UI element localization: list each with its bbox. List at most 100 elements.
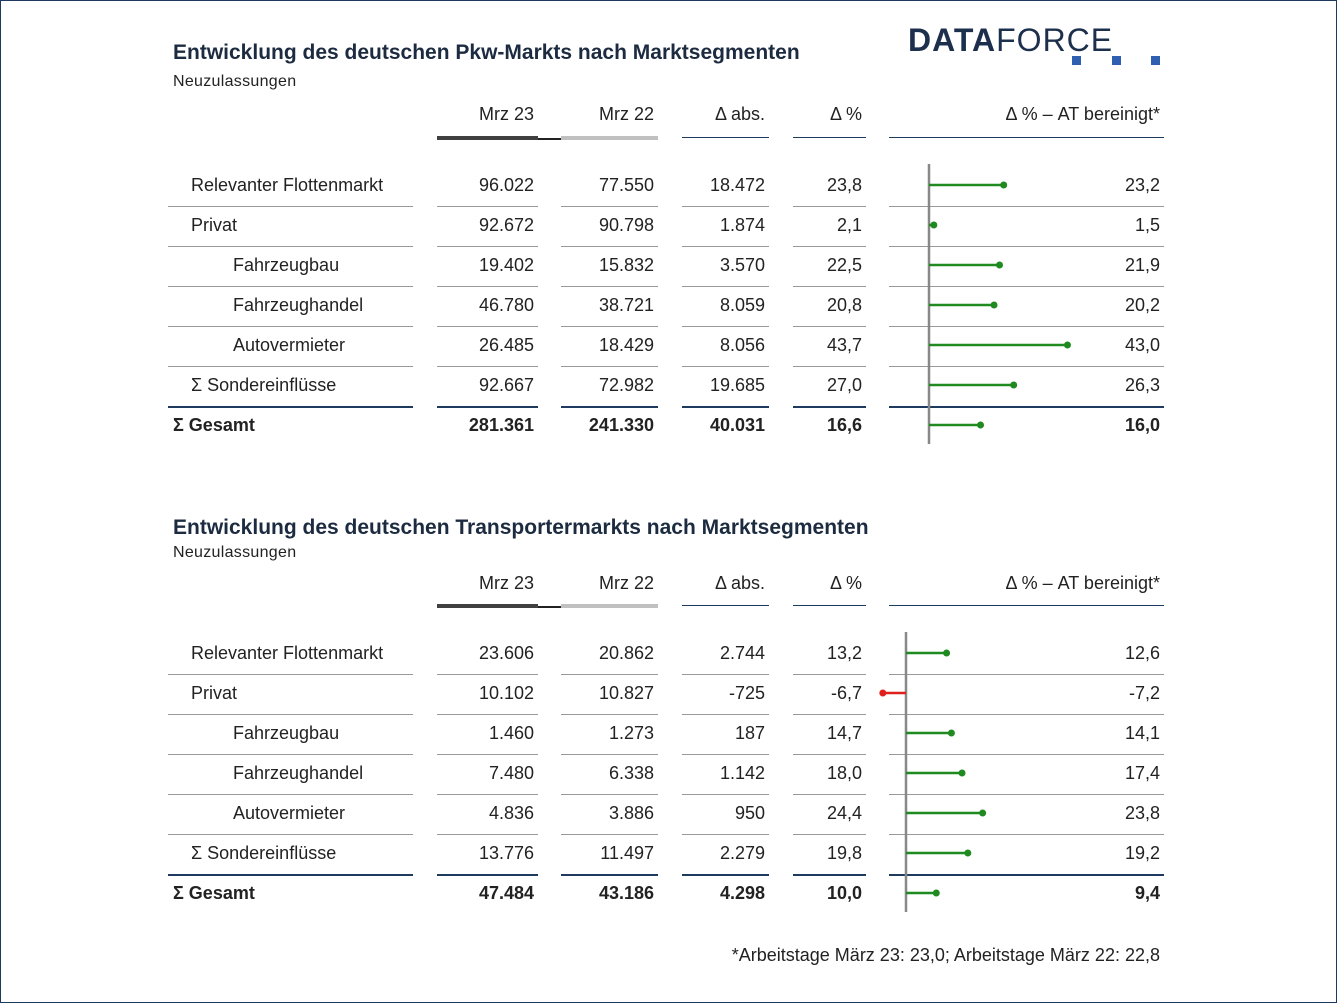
cell-abs: 1.874 — [719, 215, 765, 235]
header-bar-mrz22 — [561, 136, 658, 140]
cell-abs: 1.142 — [719, 763, 765, 783]
logo-square-1 — [1072, 56, 1081, 65]
cell-at: 17,4 — [1124, 763, 1160, 783]
cell-pct: -6,7 — [830, 683, 862, 703]
cell-abs: 2.744 — [719, 643, 765, 663]
column-header-pct: Δ % — [829, 573, 862, 593]
row-label: Σ Gesamt — [173, 415, 255, 435]
row-separator — [889, 674, 1164, 675]
row-separator — [437, 874, 538, 876]
row-label: Fahrzeugbau — [233, 723, 340, 743]
cell-mrz22: 38.721 — [598, 295, 654, 315]
row-separator — [561, 366, 658, 367]
cell-at: 12,6 — [1124, 643, 1160, 663]
cell-mrz22: 6.338 — [608, 763, 654, 783]
row-separator — [437, 366, 538, 367]
row-separator — [793, 206, 866, 207]
cell-pct: 14,7 — [826, 723, 862, 743]
cell-mrz23: 26.485 — [478, 335, 534, 355]
cell-at: 16,0 — [1124, 415, 1160, 435]
cell-mrz22: 241.330 — [588, 415, 654, 435]
cell-mrz23: 13.776 — [478, 843, 534, 863]
row-separator — [561, 406, 658, 408]
row-separator — [168, 834, 413, 835]
row-separator — [437, 206, 538, 207]
cell-at: 43,0 — [1124, 335, 1160, 355]
cell-mrz23: 4.836 — [488, 803, 534, 823]
table-subtitle: Neuzulassungen — [173, 73, 297, 90]
row-separator — [168, 754, 413, 755]
cell-at: 14,1 — [1124, 723, 1160, 743]
column-header-mrz22: Mrz 22 — [598, 573, 654, 593]
row-label: Fahrzeugbau — [233, 255, 340, 275]
header-bar-mrz23 — [437, 604, 538, 608]
cell-abs: 8.059 — [719, 295, 765, 315]
cell-abs: 950 — [734, 803, 765, 823]
cell-abs: 3.570 — [719, 255, 765, 275]
row-separator — [682, 206, 769, 207]
row-separator — [682, 754, 769, 755]
header-line-pct — [793, 605, 866, 606]
row-separator — [889, 286, 1164, 287]
row-separator — [168, 406, 413, 408]
row-separator — [168, 794, 413, 795]
header-line-abs — [682, 137, 769, 138]
row-separator — [793, 286, 866, 287]
cell-mrz22: 15.832 — [598, 255, 654, 275]
row-separator — [561, 714, 658, 715]
row-separator — [561, 674, 658, 675]
header-bar-mrz22 — [561, 604, 658, 608]
row-separator — [889, 206, 1164, 207]
row-separator — [168, 246, 413, 247]
cell-mrz22: 10.827 — [598, 683, 654, 703]
cell-pct: 24,4 — [826, 803, 862, 823]
row-separator — [561, 794, 658, 795]
row-label: Autovermieter — [233, 803, 346, 823]
row-separator — [437, 714, 538, 715]
header-bar-mrz23 — [437, 136, 538, 140]
header-line-abs — [682, 605, 769, 606]
row-separator — [889, 406, 1164, 408]
cell-mrz22: 77.550 — [598, 175, 654, 195]
row-separator — [889, 714, 1164, 715]
cell-pct: 20,8 — [826, 295, 862, 315]
row-label: Σ Sondereinflüsse — [191, 843, 337, 863]
cell-pct: 16,6 — [826, 415, 862, 435]
column-header-mrz22: Mrz 22 — [598, 104, 654, 124]
cell-mrz23: 92.667 — [478, 375, 534, 395]
row-separator — [561, 206, 658, 207]
cell-pct: 19,8 — [826, 843, 862, 863]
cell-mrz22: 1.273 — [608, 723, 654, 743]
cell-abs: 4.298 — [719, 883, 765, 903]
table-title: Entwicklung des deutschen Transportermar… — [173, 516, 869, 539]
row-separator — [682, 674, 769, 675]
row-separator — [561, 834, 658, 835]
cell-mrz23: 92.672 — [478, 215, 534, 235]
row-separator — [168, 286, 413, 287]
cell-pct: 43,7 — [826, 335, 862, 355]
row-separator — [682, 794, 769, 795]
row-separator — [682, 326, 769, 327]
cell-mrz23: 1.460 — [488, 723, 534, 743]
header-bar-connector — [538, 138, 561, 140]
table-title: Entwicklung des deutschen Pkw-Markts nac… — [173, 41, 800, 64]
row-separator — [793, 326, 866, 327]
column-header-abs: Δ abs. — [714, 573, 765, 593]
row-separator — [168, 206, 413, 207]
row-separator — [682, 834, 769, 835]
cell-pct: 22,5 — [826, 255, 862, 275]
row-separator — [793, 714, 866, 715]
column-header-at: Δ % – AT bereinigt* — [1005, 104, 1160, 124]
footnote: *Arbeitstage März 23: 23,0; Arbeitstage … — [731, 945, 1160, 965]
column-header-mrz23: Mrz 23 — [478, 573, 534, 593]
row-separator — [793, 794, 866, 795]
cell-mrz23: 7.480 — [488, 763, 534, 783]
cell-pct: 13,2 — [826, 643, 862, 663]
cell-abs: 19.685 — [709, 375, 765, 395]
cell-pct: 18,0 — [826, 763, 862, 783]
cell-at: 21,9 — [1124, 255, 1160, 275]
row-label: Σ Sondereinflüsse — [191, 375, 337, 395]
column-header-mrz23: Mrz 23 — [478, 104, 534, 124]
row-separator — [561, 874, 658, 876]
row-separator — [889, 754, 1164, 755]
